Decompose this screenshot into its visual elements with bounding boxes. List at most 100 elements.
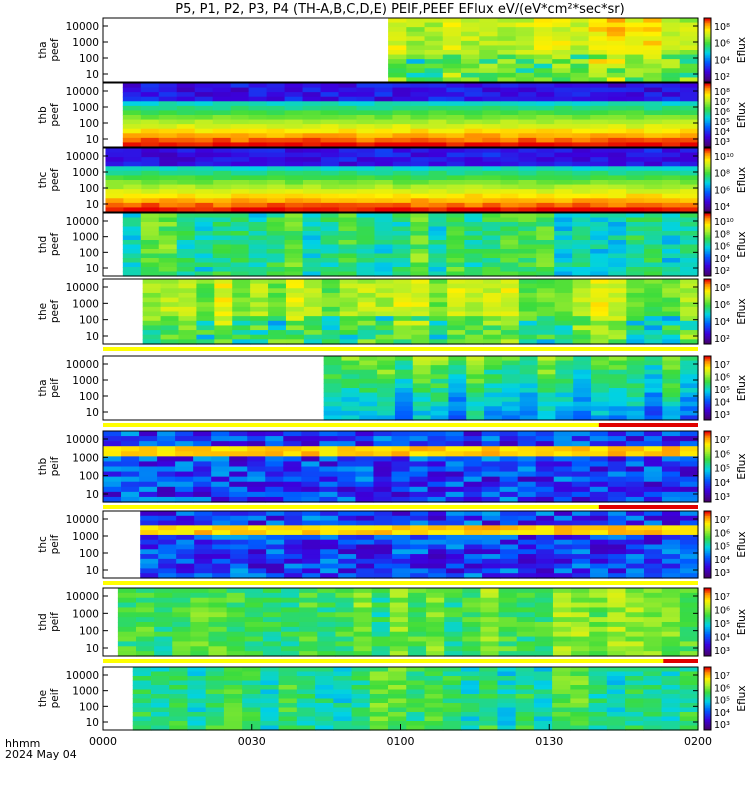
spectrogram-cell [424, 685, 444, 691]
spectrogram-cell [223, 725, 243, 731]
spectrogram-cell [590, 92, 609, 98]
spectrogram-cell [465, 283, 484, 289]
spectrogram-cell [626, 311, 645, 317]
spectrogram-cell [393, 339, 412, 345]
spectrogram-cell [244, 607, 264, 613]
spectrogram-cell [608, 249, 627, 255]
spectrogram-cell [518, 244, 537, 250]
spectrogram-cell [554, 198, 573, 204]
spectrogram-cell [335, 617, 355, 623]
spectrogram-cell [429, 311, 448, 317]
spectrogram-cell [389, 622, 409, 628]
spectrogram-cell [193, 436, 212, 442]
spectrogram-cell [139, 476, 158, 483]
spectrogram-cell [122, 137, 142, 144]
spectrogram-cell [136, 617, 155, 623]
spectrogram-cell [150, 721, 170, 727]
colorbar-segment [704, 121, 711, 124]
spectrogram-cell [536, 539, 555, 546]
spectrogram-cell [158, 515, 177, 522]
spectrogram-cell [662, 374, 681, 380]
spectrogram-cell [643, 451, 663, 457]
spectrogram-cell [500, 302, 520, 308]
spectrogram-cell [554, 325, 574, 331]
spectrogram-cell [317, 636, 337, 643]
spectrogram-cell [680, 92, 699, 98]
spectrogram-cell [662, 87, 681, 93]
spectrogram-cell [626, 110, 645, 116]
spectrogram-cell [194, 142, 214, 148]
colorbar-segment [704, 484, 711, 487]
spectrogram-cell [281, 622, 300, 628]
spectrogram-cell [608, 119, 627, 125]
spectrogram-cell [607, 631, 627, 638]
colorbar-label: Eflux [736, 609, 748, 635]
spectrogram-cell [140, 549, 159, 555]
spectrogram-cell [338, 198, 358, 204]
spectrogram-cell [355, 456, 375, 463]
spectrogram-cell [105, 148, 125, 154]
spectrogram-cell [608, 525, 627, 531]
spectrogram-cell [266, 262, 286, 268]
spectrogram-cell [319, 496, 338, 503]
y-tick-label: 100 [79, 471, 99, 483]
spectrogram-cell [392, 202, 412, 209]
spectrogram-cell [230, 235, 250, 241]
spectrogram-cell [223, 694, 243, 700]
spectrogram-cell [213, 157, 232, 163]
spectrogram-cell [159, 189, 178, 195]
colorbar-segment [704, 596, 711, 599]
spectrogram-cell [644, 92, 663, 98]
spectrogram-cell [554, 152, 573, 158]
colorbar-segment [704, 412, 711, 415]
spectrogram-cell [479, 676, 499, 682]
spectrogram-cell [373, 476, 393, 483]
colorbar-segment [704, 292, 711, 295]
spectrogram-cell [482, 267, 501, 273]
spectrogram-cell [571, 641, 590, 647]
spectrogram-cell [554, 320, 574, 327]
spectrogram-cell [208, 622, 228, 628]
spectrogram-cell [464, 568, 483, 574]
spectrogram-cell [430, 365, 450, 371]
spectrogram-cell [410, 128, 429, 134]
spectrogram-cell [284, 258, 304, 264]
spectrogram-cell [679, 63, 699, 69]
spectrogram-cell [190, 641, 210, 647]
colorbar-segment [704, 567, 711, 571]
spectrogram-cell [337, 466, 357, 473]
spectrogram-cell [572, 83, 591, 89]
spectrogram-cell [533, 712, 553, 718]
spectrogram-cell [518, 249, 537, 255]
spectrogram-cell [643, 63, 663, 69]
spectrogram-cell [590, 166, 609, 172]
spectrogram-cell [554, 554, 573, 560]
spectrogram-cell [230, 110, 250, 116]
spectrogram-cell [590, 137, 609, 144]
spectrogram-cell [446, 101, 465, 107]
y-axis-label-probe: tha [37, 379, 49, 396]
spectrogram-cell [320, 202, 340, 209]
colorbar-segment [704, 709, 711, 712]
spectrogram-cell [369, 703, 389, 709]
spectrogram-cell [518, 258, 537, 264]
colorbar-tick-label: 10⁵ [714, 542, 730, 553]
spectrogram-cell [226, 612, 246, 618]
spectrogram-cell [590, 302, 610, 308]
spectrogram-cell [589, 446, 609, 452]
spectrogram-cell [536, 175, 555, 181]
spectrogram-cell [497, 31, 517, 37]
colorbar-tick-label: 10⁶ [714, 39, 730, 50]
spectrogram-cell [552, 703, 571, 709]
spectrogram-cell [335, 588, 355, 594]
spectrogram-cell [625, 446, 645, 452]
spectrogram-cell [406, 22, 426, 28]
spectrogram-cell [169, 703, 189, 709]
spectrogram-cell [552, 707, 571, 713]
colorbar-segment [704, 290, 711, 293]
spectrogram-cell [662, 339, 681, 345]
spectrogram-cell [208, 651, 228, 657]
spectrogram-cell [589, 441, 609, 447]
spectrogram-cell [122, 96, 142, 102]
spectrogram-cell [266, 87, 286, 93]
